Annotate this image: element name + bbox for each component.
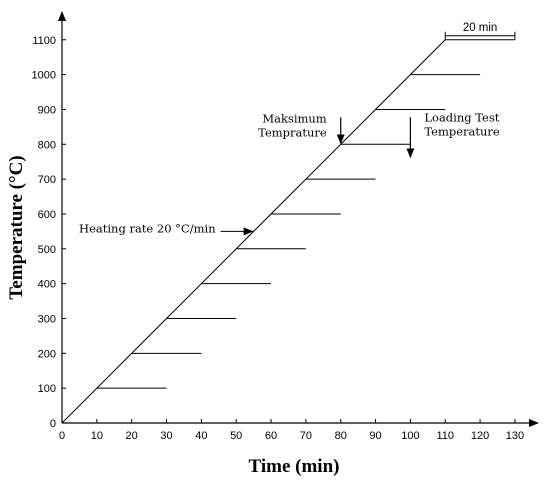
x-tick-label: 60 bbox=[265, 430, 277, 442]
duration-label: 20 min bbox=[463, 22, 498, 34]
maksimum-label-line2: Temprature bbox=[258, 125, 327, 139]
y-tick-label: 300 bbox=[38, 313, 56, 325]
x-axis-title: Time (min) bbox=[249, 456, 340, 477]
x-tick-label: 30 bbox=[160, 430, 172, 442]
x-tick-label: 70 bbox=[300, 430, 312, 442]
y-tick-label: 1100 bbox=[32, 35, 56, 47]
x-tick-label: 90 bbox=[369, 430, 381, 442]
y-tick-label: 200 bbox=[38, 348, 56, 360]
y-tick-label: 0 bbox=[50, 418, 56, 430]
y-tick-label: 900 bbox=[38, 104, 56, 116]
y-tick-label: 100 bbox=[38, 383, 56, 395]
y-tick-label: 600 bbox=[38, 209, 56, 221]
x-tick-label: 20 bbox=[126, 430, 138, 442]
x-tick-label: 100 bbox=[401, 430, 419, 442]
y-tick-label: 800 bbox=[38, 139, 56, 151]
x-tick-label: 50 bbox=[230, 430, 242, 442]
y-tick-label: 700 bbox=[38, 174, 56, 186]
x-tick-label: 120 bbox=[471, 430, 489, 442]
y-tick-label: 500 bbox=[38, 244, 56, 256]
heating-rate-label: Heating rate 20 °C/min bbox=[79, 221, 216, 235]
x-tick-label: 80 bbox=[335, 430, 347, 442]
loading-label-line2: Temperature bbox=[424, 124, 500, 138]
y-axis-title: Temperature (°C) bbox=[6, 155, 27, 299]
y-tick-label: 400 bbox=[38, 279, 56, 291]
x-tick-label: 0 bbox=[59, 430, 65, 442]
heating-line bbox=[61, 39, 446, 424]
axes bbox=[58, 11, 539, 427]
y-tick-label: 1000 bbox=[32, 70, 56, 82]
x-tick-label: 110 bbox=[436, 430, 454, 442]
maksimum-label-line1: Maksimum bbox=[262, 111, 326, 125]
data-series bbox=[61, 39, 515, 424]
x-tick-label: 40 bbox=[195, 430, 207, 442]
annotations: Heating rate 20 °C/min MaksimumTemprature… bbox=[79, 22, 516, 236]
x-tick-label: 130 bbox=[506, 430, 524, 442]
loading-label-line1: Loading Test bbox=[424, 110, 499, 124]
x-tick-label: 10 bbox=[91, 430, 103, 442]
axis-ticks: 0 10 20 30 40 50 60 70 80 90 100 110 120 130 0 100 200 30… bbox=[32, 35, 525, 442]
